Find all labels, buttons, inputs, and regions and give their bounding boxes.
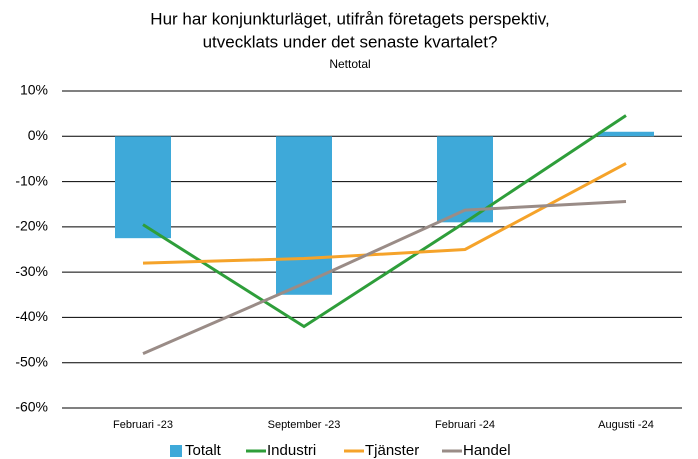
bar bbox=[276, 136, 332, 295]
x-tick-label: Februari -23 bbox=[113, 419, 173, 431]
y-tick-label: -50% bbox=[15, 353, 48, 369]
x-tick-label: September -23 bbox=[268, 419, 341, 431]
x-tick-label: Februari -24 bbox=[435, 419, 495, 431]
line-series bbox=[142, 199, 627, 356]
y-tick-label: -30% bbox=[15, 263, 48, 279]
legend-label: Industri bbox=[267, 442, 316, 459]
y-tick-label: -20% bbox=[15, 218, 48, 234]
bar bbox=[598, 131, 654, 137]
y-tick-label: -10% bbox=[15, 172, 48, 188]
y-tick-label: -60% bbox=[15, 399, 48, 415]
y-tick-label: 10% bbox=[20, 82, 48, 98]
chart-subtitle: Nettotal bbox=[329, 57, 370, 71]
bar bbox=[115, 136, 171, 239]
y-tick-label: -40% bbox=[15, 308, 48, 324]
legend-label: Handel bbox=[463, 442, 511, 459]
x-tick-label: Augusti -24 bbox=[598, 419, 654, 431]
y-tick-label: 0% bbox=[28, 127, 48, 143]
line-series bbox=[142, 114, 627, 329]
legend-label: Totalt bbox=[185, 442, 222, 459]
chart-title: utvecklats under det senaste kvartalet? bbox=[203, 32, 498, 51]
chart-title: Hur har konjunkturläget, utifrån företag… bbox=[150, 9, 549, 28]
legend-swatch bbox=[170, 445, 182, 457]
legend-label: Tjänster bbox=[365, 442, 419, 459]
